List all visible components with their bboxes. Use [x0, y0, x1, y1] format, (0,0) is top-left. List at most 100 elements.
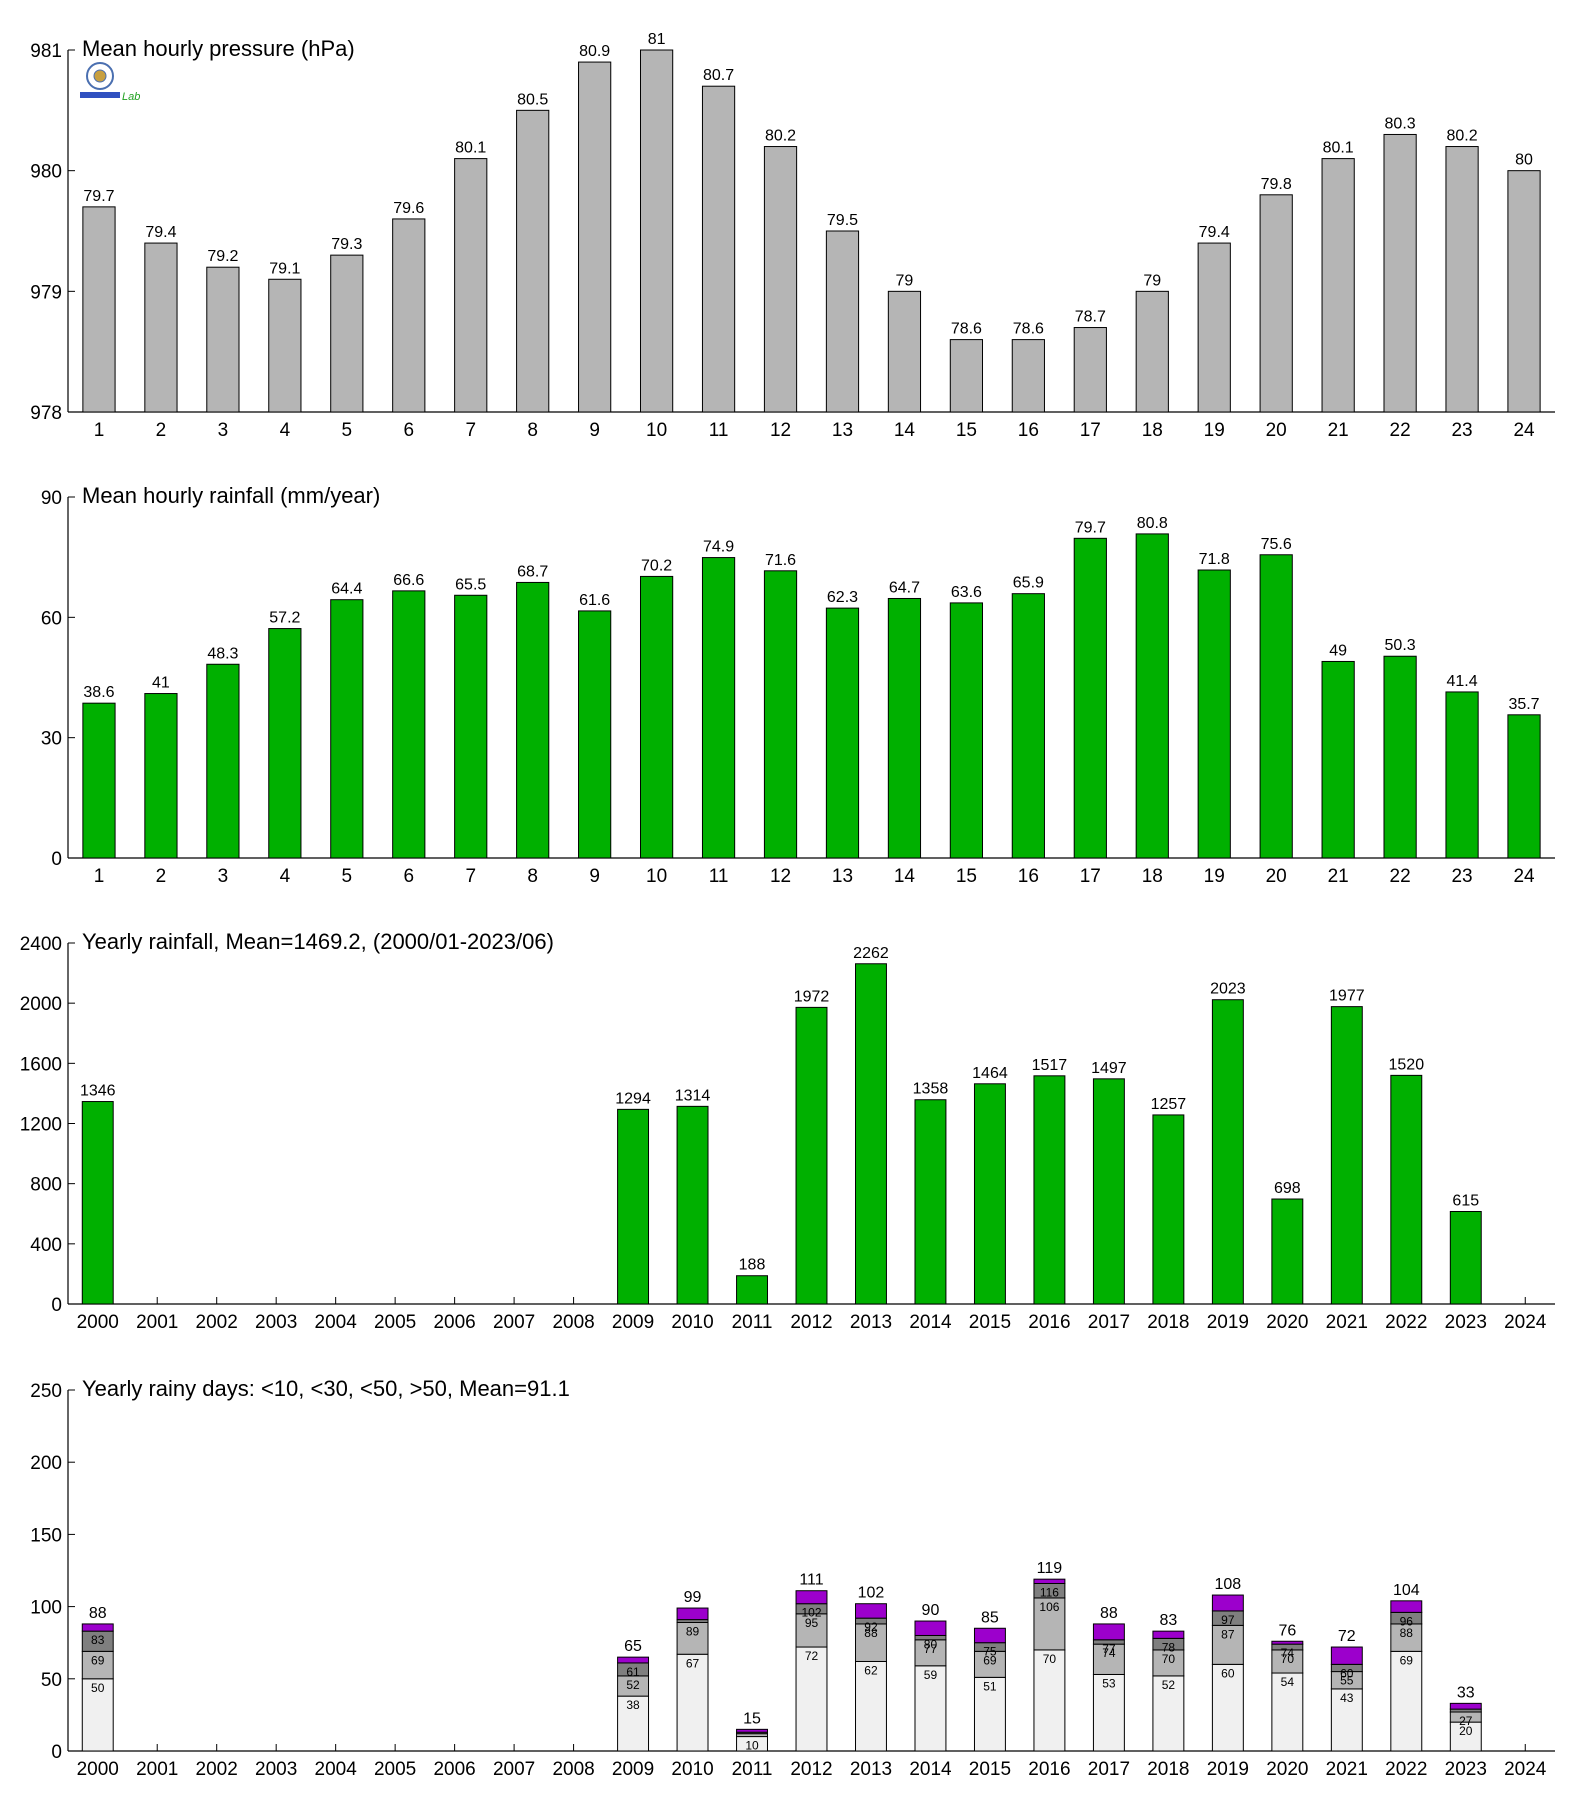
data-label-1-9: 70.2 — [641, 557, 672, 574]
x-tick-label-2-20: 2020 — [1266, 1312, 1308, 1333]
inner-label-3-20-2: 74 — [1281, 1646, 1295, 1660]
x-tick-label-3-23: 2023 — [1445, 1759, 1487, 1780]
total-label-3-15: 85 — [981, 1609, 999, 1626]
lab-logo-bar — [80, 92, 120, 98]
inner-label-3-10-1: 89 — [686, 1624, 700, 1638]
bar-0-20 — [1321, 158, 1355, 413]
bar-2-22 — [1390, 1074, 1423, 1305]
data-label-2-11: 188 — [739, 1257, 766, 1274]
inner-label-3-22-2: 96 — [1400, 1614, 1414, 1628]
x-tick-label-0-18: 19 — [1204, 420, 1225, 441]
inner-label-3-13-0: 62 — [864, 1663, 878, 1677]
bar-0-16 — [1073, 327, 1107, 413]
x-tick-label-3-21: 2021 — [1326, 1759, 1368, 1780]
bar-2-17 — [1092, 1078, 1125, 1305]
x-tick-label-3-8: 2008 — [552, 1759, 594, 1780]
x-tick-label-1-10: 11 — [709, 866, 729, 887]
bar-segment-3-12-0 — [795, 1646, 828, 1752]
bar-0-7 — [516, 109, 550, 413]
x-tick-label-1-12: 13 — [832, 866, 853, 887]
total-label-3-23: 33 — [1457, 1684, 1475, 1701]
x-tick-label-2-2: 2002 — [196, 1312, 238, 1333]
bar-segment-3-13-3 — [855, 1603, 887, 1619]
x-tick-label-1-21: 22 — [1390, 866, 1411, 887]
y-tick-label-3-4: 200 — [30, 1453, 62, 1474]
x-tick-label-0-4: 5 — [342, 420, 353, 441]
x-tick-label-2-4: 2004 — [315, 1312, 358, 1333]
x-tick-label-1-20: 21 — [1328, 866, 1349, 887]
x-tick-label-2-11: 2011 — [732, 1312, 773, 1333]
data-label-1-10: 74.9 — [703, 539, 734, 556]
x-tick-label-3-2: 2002 — [196, 1759, 238, 1780]
total-label-3-9: 65 — [624, 1638, 642, 1655]
total-label-3-20: 76 — [1278, 1622, 1296, 1639]
x-tick-label-0-7: 8 — [527, 420, 538, 441]
x-tick-label-2-6: 2006 — [433, 1312, 475, 1333]
x-tick-label-1-8: 9 — [589, 866, 600, 887]
bar-1-4 — [330, 599, 364, 859]
data-label-1-16: 79.7 — [1075, 519, 1106, 536]
bar-2-15 — [973, 1083, 1006, 1305]
y-tick-label-2-6: 2400 — [20, 934, 62, 955]
data-label-0-19: 79.8 — [1261, 176, 1292, 193]
data-label-0-11: 80.2 — [765, 128, 796, 145]
bar-1-11 — [763, 570, 798, 859]
bar-segment-3-21-0 — [1330, 1688, 1363, 1752]
bar-0-5 — [392, 218, 426, 413]
inner-label-3-17-0: 53 — [1102, 1676, 1116, 1690]
bar-segment-3-10-0 — [676, 1653, 709, 1752]
x-tick-label-3-10: 2010 — [671, 1759, 713, 1780]
chart-title-2: Yearly rainfall, Mean=1469.2, (2000/01-2… — [82, 929, 554, 954]
data-label-2-17: 1497 — [1091, 1060, 1127, 1077]
x-tick-label-3-6: 2006 — [433, 1759, 475, 1780]
bar-2-16 — [1033, 1075, 1066, 1305]
inner-label-3-20-0: 54 — [1281, 1675, 1295, 1689]
y-tick-label-0-2: 980 — [30, 162, 62, 183]
x-tick-label-2-3: 2003 — [255, 1312, 297, 1333]
x-tick-label-1-6: 7 — [465, 866, 476, 887]
chart-title-3: Yearly rainy days: <10, <30, <50, >50, M… — [82, 1376, 570, 1401]
x-tick-label-2-18: 2018 — [1147, 1312, 1189, 1333]
bar-segment-3-0-1 — [81, 1650, 114, 1680]
bar-0-2 — [206, 266, 240, 413]
x-tick-label-0-6: 7 — [465, 420, 476, 441]
bar-segment-3-21-3 — [1330, 1646, 1363, 1665]
bar-2-19 — [1211, 999, 1244, 1305]
inner-label-3-15-2: 75 — [983, 1645, 997, 1659]
data-label-2-23: 615 — [1452, 1192, 1479, 1209]
inner-label-3-10-0: 67 — [686, 1656, 700, 1670]
x-tick-label-3-14: 2014 — [909, 1759, 952, 1780]
x-tick-label-1-7: 8 — [527, 866, 538, 887]
bar-segment-3-12-1 — [795, 1613, 828, 1648]
bar-2-12 — [795, 1006, 828, 1305]
bar-0-11 — [763, 146, 798, 413]
data-label-1-20: 49 — [1329, 642, 1347, 659]
x-tick-label-1-1: 2 — [156, 866, 167, 887]
bar-segment-3-11-3 — [736, 1728, 768, 1733]
inner-label-3-21-2: 60 — [1340, 1666, 1354, 1680]
bar-segment-3-22-1 — [1390, 1623, 1423, 1652]
data-label-1-8: 61.6 — [579, 592, 610, 609]
x-tick-label-1-13: 14 — [894, 866, 916, 887]
data-label-1-4: 64.4 — [331, 581, 362, 598]
bar-1-5 — [392, 590, 426, 859]
x-tick-label-3-20: 2020 — [1266, 1759, 1308, 1780]
data-label-0-18: 79.4 — [1199, 224, 1230, 241]
inner-label-3-21-0: 43 — [1340, 1691, 1354, 1705]
bar-0-9 — [639, 49, 674, 413]
bar-2-23 — [1449, 1210, 1482, 1305]
bar-0-18 — [1197, 242, 1231, 413]
bar-segment-3-12-3 — [795, 1590, 828, 1605]
bar-1-23 — [1507, 714, 1541, 859]
inner-label-3-16-2: 116 — [1040, 1585, 1059, 1599]
chart-title-1: Mean hourly rainfall (mm/year) — [82, 483, 380, 508]
bar-0-14 — [949, 339, 984, 413]
inner-label-3-16-0: 70 — [1043, 1652, 1057, 1666]
bar-0-6 — [454, 158, 488, 413]
bar-1-0 — [82, 702, 116, 859]
x-tick-label-0-9: 10 — [646, 420, 667, 441]
bar-segment-3-10-1 — [676, 1621, 709, 1655]
data-label-2-18: 1257 — [1151, 1096, 1187, 1113]
x-tick-label-0-19: 20 — [1266, 420, 1287, 441]
bar-segment-3-16-3 — [1033, 1578, 1066, 1584]
